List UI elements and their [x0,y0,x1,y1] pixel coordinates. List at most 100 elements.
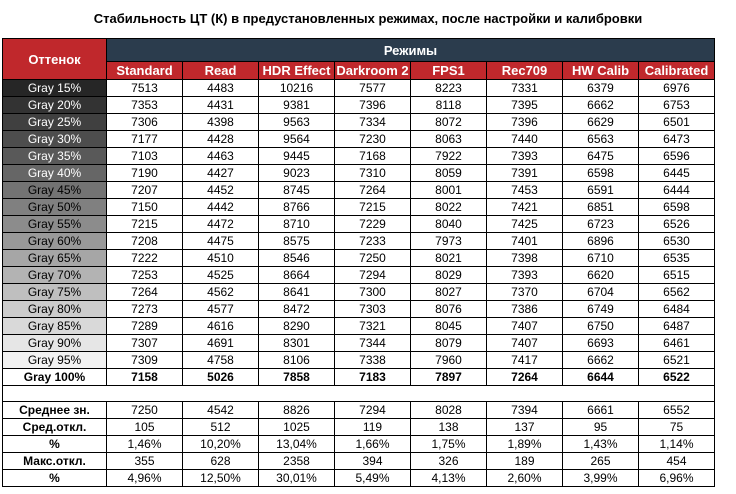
cell-value: 8472 [258,300,335,318]
cell-value: 8063 [410,130,487,148]
cell-value: 4483 [182,79,259,97]
stat-value: 2,60% [486,469,563,487]
cell-value: 8022 [410,198,487,216]
cell-value: 8076 [410,300,487,318]
gray-rows: Gray 15% 7513 4483 10216 7577 8223 7331 6379 697… [2,79,715,386]
cell-value: 6515 [638,266,715,284]
stat-value: 137 [486,418,563,436]
stat-value: 119 [334,418,411,436]
stat-value: 628 [182,452,259,470]
cell-value: 7264 [106,283,183,301]
stat-value: 1,66% [334,435,411,453]
shade-label: Gray 75% [2,283,107,301]
shade-label: Gray 100% [2,368,107,386]
cell-value: 8029 [410,266,487,284]
cell-value: 6521 [638,351,715,369]
cell-value: 7386 [486,300,563,318]
cell-value: 7391 [486,164,563,182]
cell-value: 6662 [562,96,639,114]
stats-row: % 1,46% 10,20% 13,04% 1,66% 1,75% 1,89% 1,43% 1,… [2,435,715,453]
cell-value: 7417 [486,351,563,369]
cell-value: 6445 [638,164,715,182]
cell-value: 8021 [410,249,487,267]
stat-value: 5,49% [334,469,411,487]
stat-value: 1,43% [562,435,639,453]
cell-value: 6851 [562,198,639,216]
cell-value: 7306 [106,113,183,131]
table-row: Gray 95% 7309 4758 8106 7338 7960 7417 6662 6521 [2,351,715,369]
cell-value: 6522 [638,368,715,386]
cell-value: 6896 [562,232,639,250]
cell-value: 6484 [638,300,715,318]
table-row: Gray 25% 7306 4398 9563 7334 8072 7396 6629 6501 [2,113,715,131]
cell-value: 7453 [486,181,563,199]
stat-value: 7250 [106,401,183,419]
stats-row: Макс.откл. 355 628 2358 394 326 189 265 454 [2,452,715,470]
cell-value: 8072 [410,113,487,131]
cell-value: 8045 [410,317,487,335]
cell-value: 6473 [638,130,715,148]
shade-label: Gray 95% [2,351,107,369]
cell-value: 7300 [334,283,411,301]
stat-value: 6661 [562,401,639,419]
stat-value: 4,96% [106,469,183,487]
cell-value: 7960 [410,351,487,369]
cell-value: 6379 [562,79,639,97]
table-row: Gray 85% 7289 4616 8290 7321 8045 7407 6750 6487 [2,317,715,335]
cell-value: 7229 [334,215,411,233]
cell-value: 6535 [638,249,715,267]
cell-value: 6723 [562,215,639,233]
cell-value: 7177 [106,130,183,148]
stat-value: 8028 [410,401,487,419]
cell-value: 6461 [638,334,715,352]
color-temperature-table: Оттенок Режимы Standard Read HDR Effect … [2,38,715,487]
cell-value: 7294 [334,266,411,284]
shade-label: Gray 90% [2,334,107,352]
cell-value: 6644 [562,368,639,386]
shade-label: Gray 30% [2,130,107,148]
cell-value: 8766 [258,198,335,216]
cell-value: 7858 [258,368,335,386]
stat-value: 8826 [258,401,335,419]
stat-value: 4542 [182,401,259,419]
cell-value: 7273 [106,300,183,318]
stat-value: 6,96% [638,469,715,487]
stat-value: 326 [410,452,487,470]
cell-value: 7440 [486,130,563,148]
stat-value: 454 [638,452,715,470]
stat-value: 95 [562,418,639,436]
cell-value: 4510 [182,249,259,267]
stat-label: Среднее зн. [2,401,107,419]
cell-value: 7396 [334,96,411,114]
stat-value: 189 [486,452,563,470]
mode-header: FPS1 [410,61,487,80]
cell-value: 7513 [106,79,183,97]
cell-value: 4472 [182,215,259,233]
cell-value: 8710 [258,215,335,233]
cell-value: 6598 [638,198,715,216]
stat-value: 4,13% [410,469,487,487]
table-row: Gray 50% 7150 4442 8766 7215 8022 7421 6851 6598 [2,198,715,216]
shade-label: Gray 35% [2,147,107,165]
modes-header: Режимы [106,38,715,62]
cell-value: 7233 [334,232,411,250]
cell-value: 7922 [410,147,487,165]
cell-value: 7253 [106,266,183,284]
cell-value: 8118 [410,96,487,114]
cell-value: 7103 [106,147,183,165]
stats-row: Среднее зн. 7250 4542 8826 7294 8028 7394 6661 6… [2,401,715,419]
cell-value: 10216 [258,79,335,97]
table-row: Gray 15% 7513 4483 10216 7577 8223 7331 6379 697… [2,79,715,97]
cell-value: 6526 [638,215,715,233]
cell-value: 7307 [106,334,183,352]
stat-value: 105 [106,418,183,436]
cell-value: 7208 [106,232,183,250]
cell-value: 9563 [258,113,335,131]
stat-label: % [2,469,107,487]
stat-label: Макс.откл. [2,452,107,470]
shade-label: Gray 85% [2,317,107,335]
cell-value: 7168 [334,147,411,165]
cell-value: 7250 [334,249,411,267]
cell-value: 7215 [334,198,411,216]
cell-value: 8040 [410,215,487,233]
